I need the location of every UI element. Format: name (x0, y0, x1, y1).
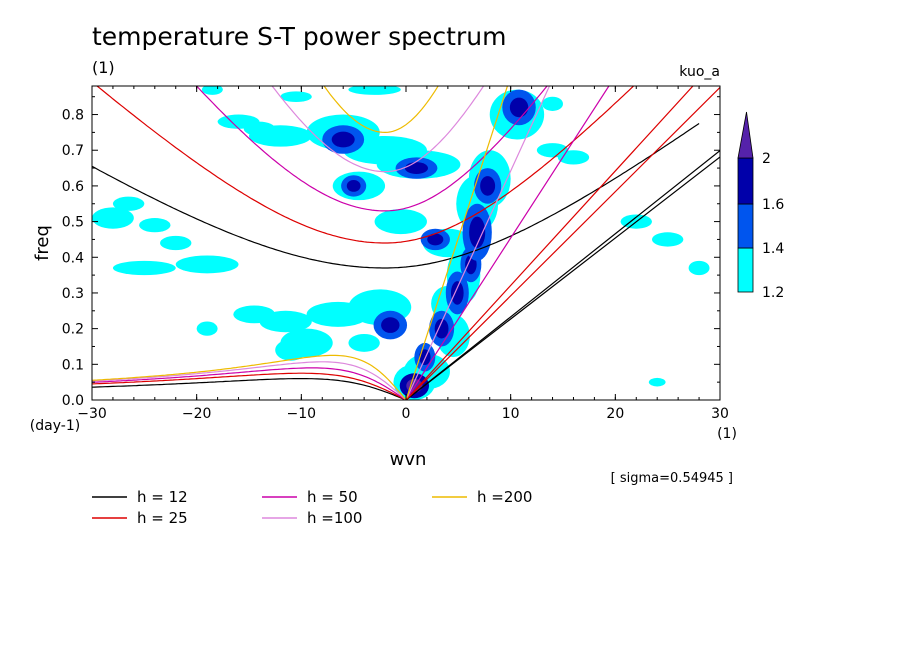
x-tick-label: −30 (77, 406, 107, 422)
colorbar-triangle (737, 111, 754, 159)
x-tick-label: 20 (606, 406, 624, 422)
contour-region (243, 121, 276, 136)
legend-label: h = 50 (307, 488, 358, 506)
x-tick-label: 0 (402, 406, 411, 422)
kelvin-line (405, 86, 610, 400)
legend-label: h =100 (307, 509, 362, 527)
y-axis-units: (day-1) (30, 418, 80, 434)
contour-region (648, 377, 666, 387)
x-tick-label: 10 (502, 406, 520, 422)
x-axis-units: (1) (717, 426, 737, 442)
gravity-curve (323, 86, 439, 134)
contour-region (348, 86, 401, 95)
colorbar-segment (737, 157, 754, 205)
contour-region (112, 196, 145, 211)
axis-ticks: −30 −20 −10 0 10 20 30 0.0 0.1 0.2 0.3 0.4 0.5 0.6 0.7… (62, 86, 729, 422)
contour-core (450, 281, 464, 305)
contour-region (112, 260, 176, 276)
contour-region (280, 91, 312, 103)
contour-region (306, 301, 370, 327)
mixed-line (405, 150, 720, 400)
contour-core (480, 176, 496, 196)
legend: h = 12 h = 25 h = 50 h =100 h =200 (92, 488, 532, 527)
colorbar-segment (737, 203, 754, 249)
colorbar-label: 1.6 (762, 197, 784, 213)
kelvin-line (405, 86, 551, 400)
chart-title: temperature S-T power spectrum (92, 22, 506, 51)
x-tick-label: −10 (287, 406, 317, 422)
colorbar-label: 2 (762, 151, 771, 167)
kelvin-line (405, 86, 509, 400)
legend-label: h = 25 (137, 509, 188, 527)
contour-region (651, 232, 684, 247)
dataset-label: kuo_a (679, 64, 720, 80)
contour-region (688, 260, 710, 276)
contour-core (419, 349, 431, 366)
contour-region (160, 235, 192, 251)
rossby-curve (92, 354, 407, 400)
colorbar: 1.2 1.4 1.6 2 (737, 111, 784, 301)
rossby-curve (92, 367, 407, 400)
y-tick-label: 0.4 (62, 250, 84, 266)
gravity-curve (96, 86, 635, 244)
y-tick-label: 0.1 (62, 357, 84, 373)
gravity-curve (92, 122, 700, 269)
kelvin-line (405, 156, 720, 400)
y-tick-label: 0.5 (62, 215, 84, 231)
contour-fill-layer (92, 86, 710, 400)
contour-core (381, 317, 400, 333)
x-tick-label: −20 (182, 406, 212, 422)
dispersion-curve-layer (92, 86, 720, 400)
y-tick-label: 0.2 (62, 322, 84, 338)
contour-core (434, 318, 449, 339)
chart-units: (1) (92, 58, 115, 77)
gravity-curve (195, 86, 548, 212)
legend-label: h = 12 (137, 488, 188, 506)
y-tick-label: 0.8 (62, 108, 84, 124)
y-tick-label: 0.6 (62, 179, 84, 195)
rossby-curve (92, 378, 407, 400)
rossby-curve (92, 372, 407, 400)
contour-core (331, 131, 355, 148)
contour-region (374, 209, 427, 235)
colorbar-segment (737, 247, 754, 293)
contour-core (404, 162, 428, 174)
rossby-curve (92, 361, 407, 400)
contour-region (139, 218, 171, 233)
legend-label: h =200 (477, 488, 532, 506)
contour-core (509, 97, 529, 118)
y-tick-label: 0.3 (62, 286, 84, 302)
contour-region (542, 96, 563, 111)
x-tick-label: 30 (711, 406, 729, 422)
mixed-line (405, 87, 720, 400)
y-tick-label: 0.7 (62, 143, 84, 159)
x-axis-label: wvn (390, 449, 427, 470)
kelvin-line (405, 86, 694, 400)
colorbar-label: 1.2 (762, 285, 784, 301)
sigma-label: [ sigma=0.54945 ] (611, 471, 733, 486)
contour-core (346, 180, 361, 192)
y-axis-label: freq (32, 225, 53, 261)
colorbar-label: 1.4 (762, 241, 784, 257)
y-tick-label: 0.0 (62, 393, 84, 409)
contour-region (196, 321, 218, 336)
contour-region (175, 255, 239, 274)
contour-region (348, 333, 380, 352)
gravity-curve (271, 86, 485, 173)
contour-region (233, 305, 276, 324)
contour-core (427, 233, 444, 246)
contour-region (275, 339, 307, 361)
contour-core (469, 216, 486, 248)
contour-region (92, 207, 134, 229)
